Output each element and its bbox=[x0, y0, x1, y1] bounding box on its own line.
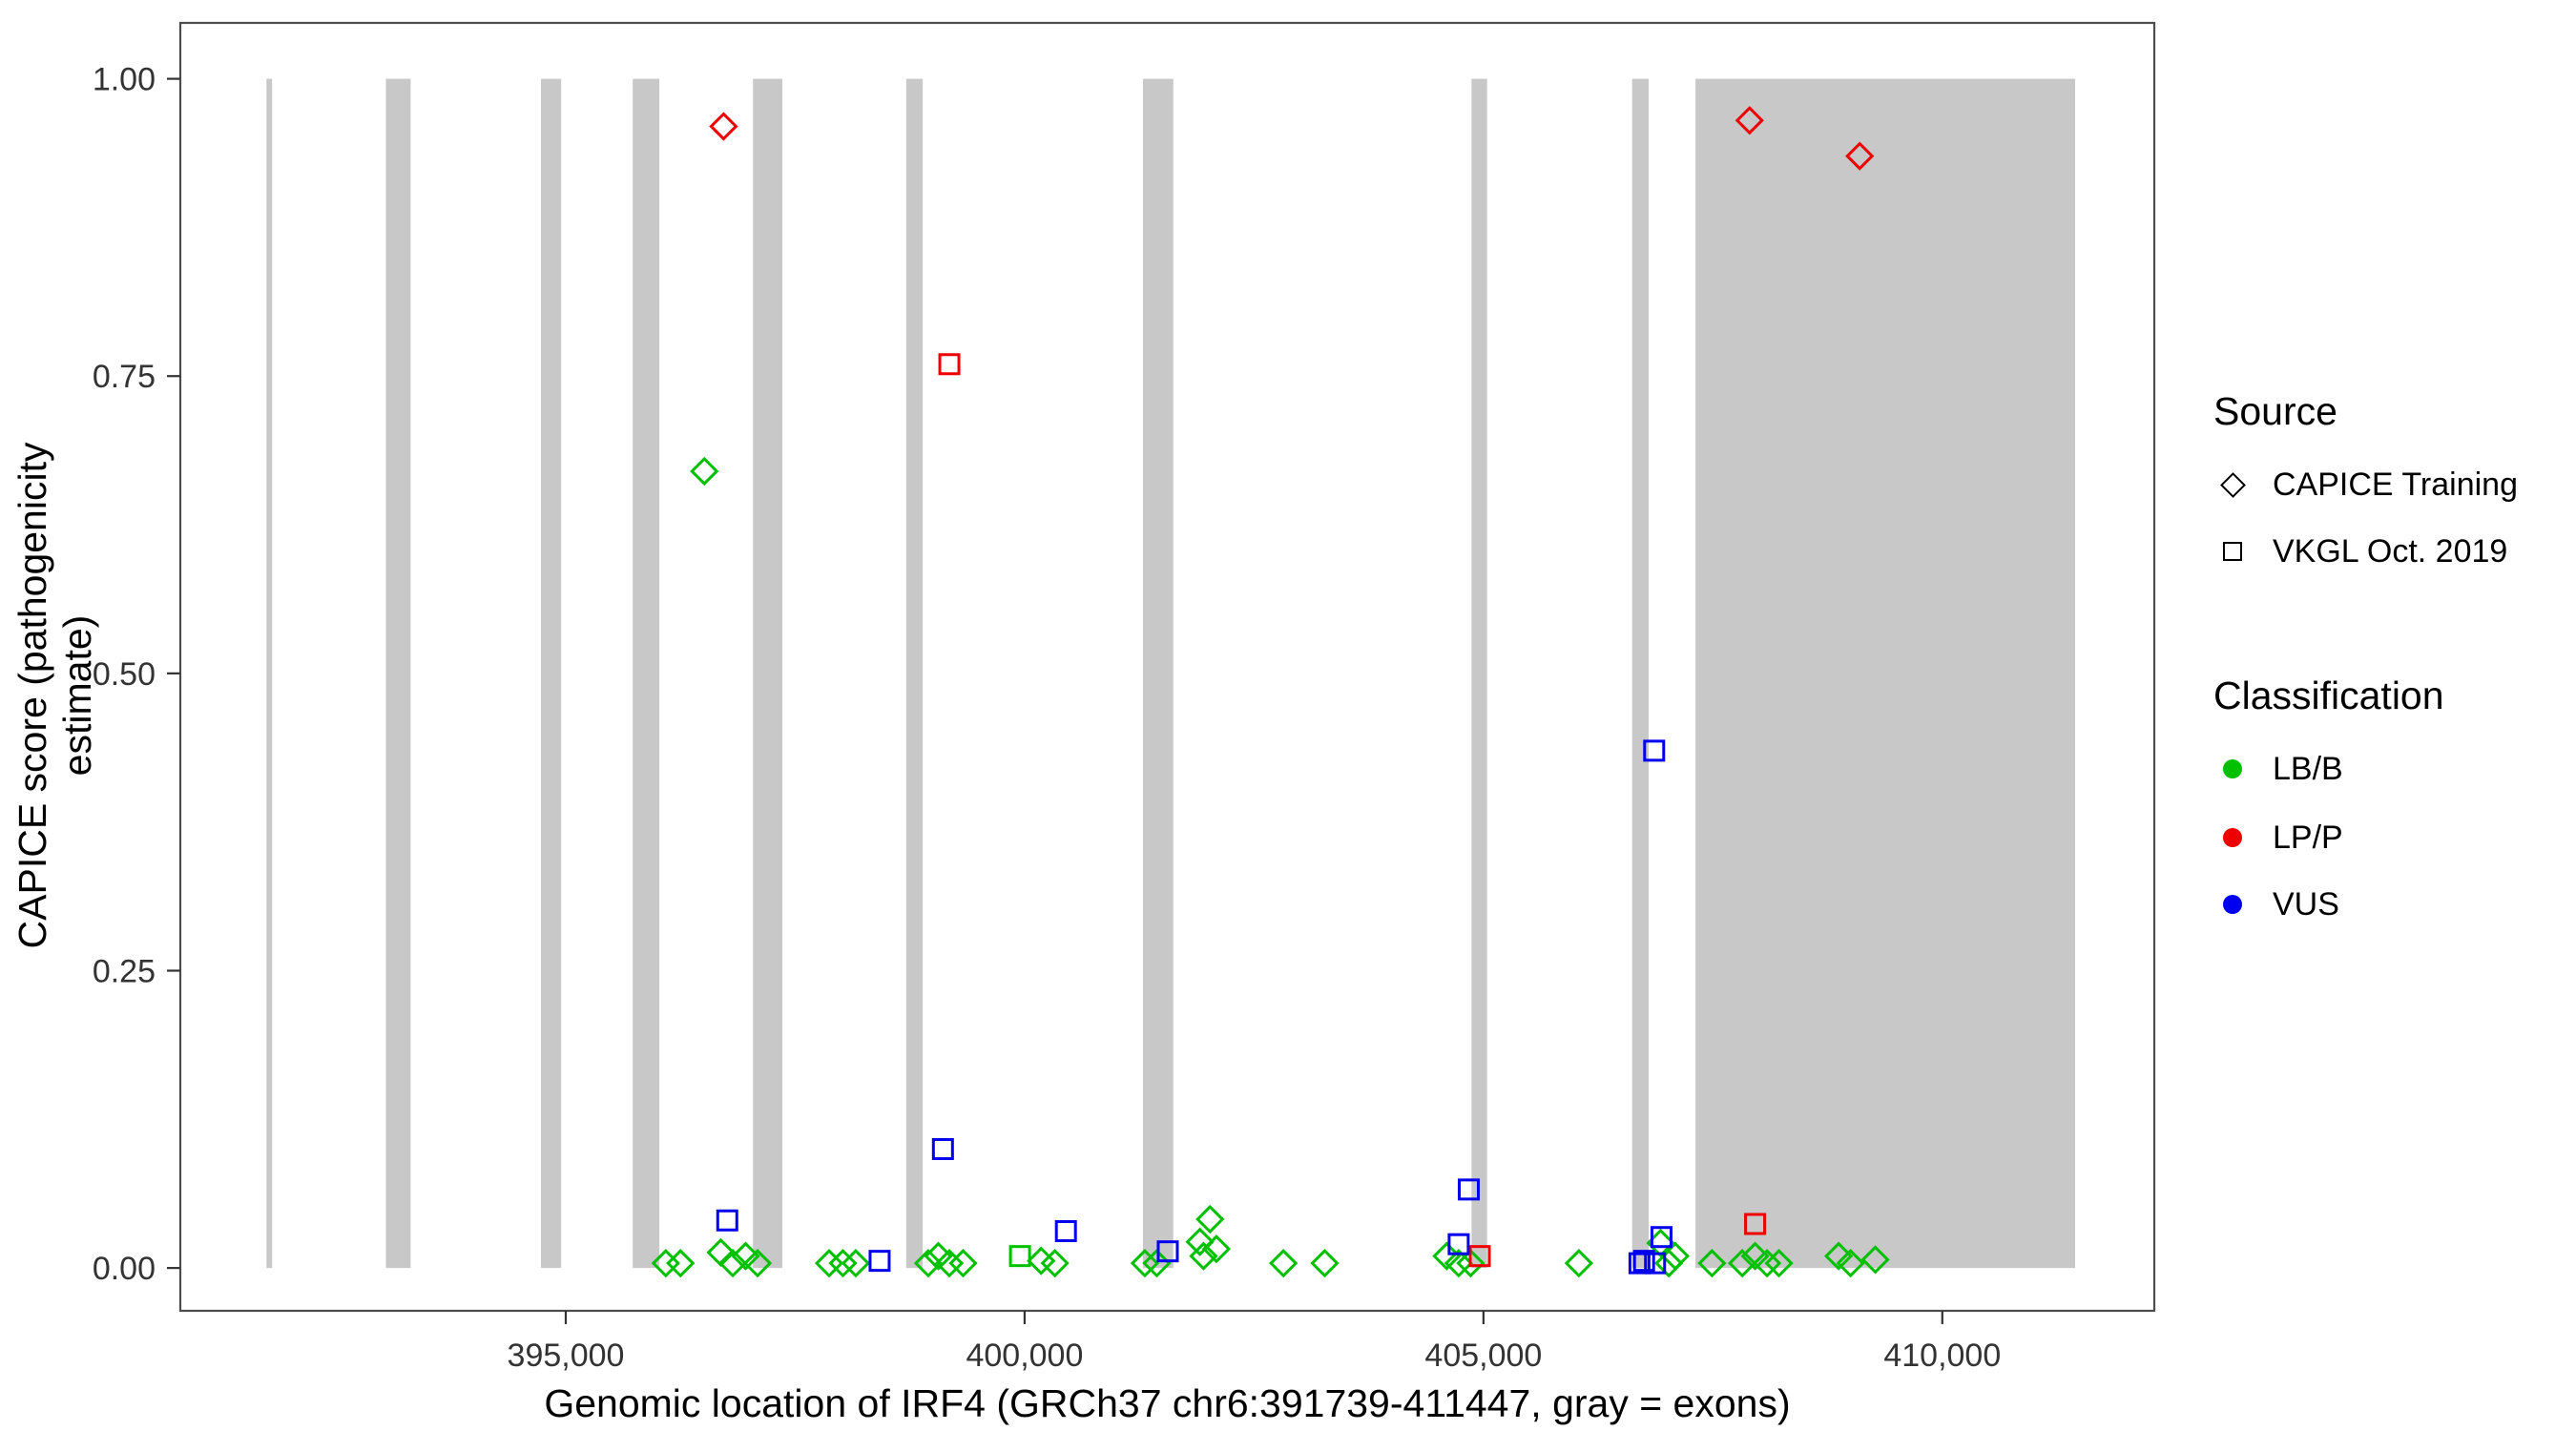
legend-item-lbb: LB/B bbox=[2217, 750, 2343, 788]
exon-band bbox=[1631, 78, 1650, 1269]
x-tick-label: 395,000 bbox=[508, 1338, 625, 1374]
data-point-diamond bbox=[934, 1249, 965, 1278]
data-point-diamond bbox=[1823, 1241, 1854, 1271]
data-point-square bbox=[1644, 1252, 1667, 1275]
data-point-diamond bbox=[948, 1249, 978, 1278]
data-point-diamond bbox=[690, 456, 719, 487]
data-point-diamond bbox=[1836, 1249, 1865, 1278]
data-point-diamond bbox=[742, 1249, 773, 1278]
data-point-square bbox=[1156, 1240, 1179, 1263]
y-tick-label: 0.00 bbox=[93, 1251, 156, 1287]
data-point-square bbox=[716, 1209, 738, 1232]
data-point-diamond bbox=[1564, 1249, 1594, 1278]
exon-band bbox=[541, 78, 562, 1269]
legend-item-vus: VUS bbox=[2217, 885, 2339, 923]
data-point-diamond bbox=[717, 1249, 748, 1278]
exon-band bbox=[385, 78, 411, 1269]
data-point-diamond bbox=[828, 1249, 858, 1278]
data-point-diamond bbox=[1195, 1204, 1225, 1234]
legend-item-label: LB/B bbox=[2273, 750, 2343, 787]
data-point-diamond bbox=[1727, 1249, 1757, 1278]
legend-classification-title: Classification bbox=[2213, 674, 2444, 717]
exon-band bbox=[633, 78, 660, 1269]
data-point-diamond bbox=[1860, 1245, 1890, 1275]
data-point-diamond bbox=[1185, 1227, 1215, 1256]
y-tick-label: 1.00 bbox=[93, 62, 156, 98]
green-dot-icon bbox=[2223, 759, 2242, 778]
y-tick-label: 0.50 bbox=[93, 656, 156, 693]
legend-item-vkgl: VKGL Oct. 2019 bbox=[2217, 532, 2507, 570]
panel-border bbox=[178, 21, 2156, 1313]
exon-band bbox=[266, 78, 273, 1269]
data-point-diamond bbox=[814, 1249, 844, 1278]
exon-band bbox=[1471, 78, 1487, 1269]
data-point-diamond bbox=[1456, 1249, 1485, 1278]
legend-item-label: CAPICE Training bbox=[2273, 466, 2518, 503]
legend-item-lpp: LP/P bbox=[2217, 819, 2343, 857]
data-point-diamond bbox=[1735, 106, 1764, 135]
data-point-square bbox=[1447, 1233, 1470, 1255]
data-point-square bbox=[1643, 739, 1666, 762]
y-axis-label: CAPICE score (pathogenicity estimate) bbox=[10, 442, 99, 949]
data-point-diamond bbox=[1660, 1241, 1691, 1271]
square-icon bbox=[2223, 542, 2242, 561]
data-point-square bbox=[931, 1137, 954, 1160]
data-point-diamond bbox=[731, 1241, 760, 1271]
data-point-diamond bbox=[1752, 1249, 1782, 1278]
exon-band bbox=[1695, 78, 2075, 1269]
legend-source-title: Source bbox=[2213, 389, 2337, 433]
legend-item-capice-training: CAPICE Training bbox=[2217, 466, 2518, 504]
data-point-diamond bbox=[1845, 141, 1875, 171]
data-point-diamond bbox=[1189, 1241, 1218, 1271]
data-point-diamond bbox=[1201, 1234, 1232, 1264]
legend-item-label: VUS bbox=[2273, 885, 2339, 923]
data-point-diamond bbox=[1269, 1249, 1298, 1278]
data-point-square bbox=[1008, 1245, 1031, 1268]
exon-band bbox=[753, 78, 782, 1269]
data-point-square bbox=[1628, 1252, 1651, 1275]
data-point-square bbox=[1468, 1245, 1491, 1268]
y-tick-label: 0.25 bbox=[93, 953, 156, 989]
diamond-icon bbox=[2219, 471, 2246, 498]
legend-item-label: VKGL Oct. 2019 bbox=[2273, 532, 2508, 570]
data-point-diamond bbox=[709, 112, 738, 141]
x-tick-label: 410,000 bbox=[1883, 1338, 2001, 1374]
y-tick-label: 0.75 bbox=[93, 359, 156, 395]
data-point-diamond bbox=[1764, 1249, 1794, 1278]
x-axis-label: Genomic location of IRF4 (GRCh37 chr6:39… bbox=[544, 1381, 1791, 1425]
data-point-diamond bbox=[1697, 1249, 1727, 1278]
data-point-diamond bbox=[666, 1249, 696, 1278]
legend-item-label: LP/P bbox=[2273, 819, 2343, 856]
data-point-square bbox=[1650, 1226, 1672, 1249]
data-point-diamond bbox=[1142, 1249, 1172, 1278]
data-point-diamond bbox=[1444, 1249, 1474, 1278]
data-point-square bbox=[1632, 1250, 1655, 1273]
data-point-square bbox=[938, 353, 961, 376]
exon-band bbox=[1143, 78, 1174, 1269]
data-point-diamond bbox=[1130, 1249, 1160, 1278]
exon-band bbox=[905, 78, 924, 1269]
data-point-square bbox=[1457, 1178, 1480, 1201]
data-point-diamond bbox=[841, 1249, 871, 1278]
red-dot-icon bbox=[2223, 828, 2242, 847]
data-point-diamond bbox=[1432, 1241, 1462, 1271]
data-point-diamond bbox=[1654, 1249, 1684, 1278]
data-point-diamond bbox=[1310, 1249, 1340, 1278]
data-point-square bbox=[1744, 1213, 1767, 1235]
data-point-diamond bbox=[913, 1249, 944, 1278]
x-tick-label: 400,000 bbox=[966, 1338, 1083, 1374]
data-point-square bbox=[1054, 1219, 1077, 1242]
data-point-diamond bbox=[1740, 1241, 1770, 1271]
data-point-square bbox=[868, 1250, 891, 1273]
x-tick-label: 405,000 bbox=[1424, 1338, 1542, 1374]
blue-dot-icon bbox=[2223, 895, 2242, 914]
data-point-diamond bbox=[1040, 1249, 1070, 1278]
